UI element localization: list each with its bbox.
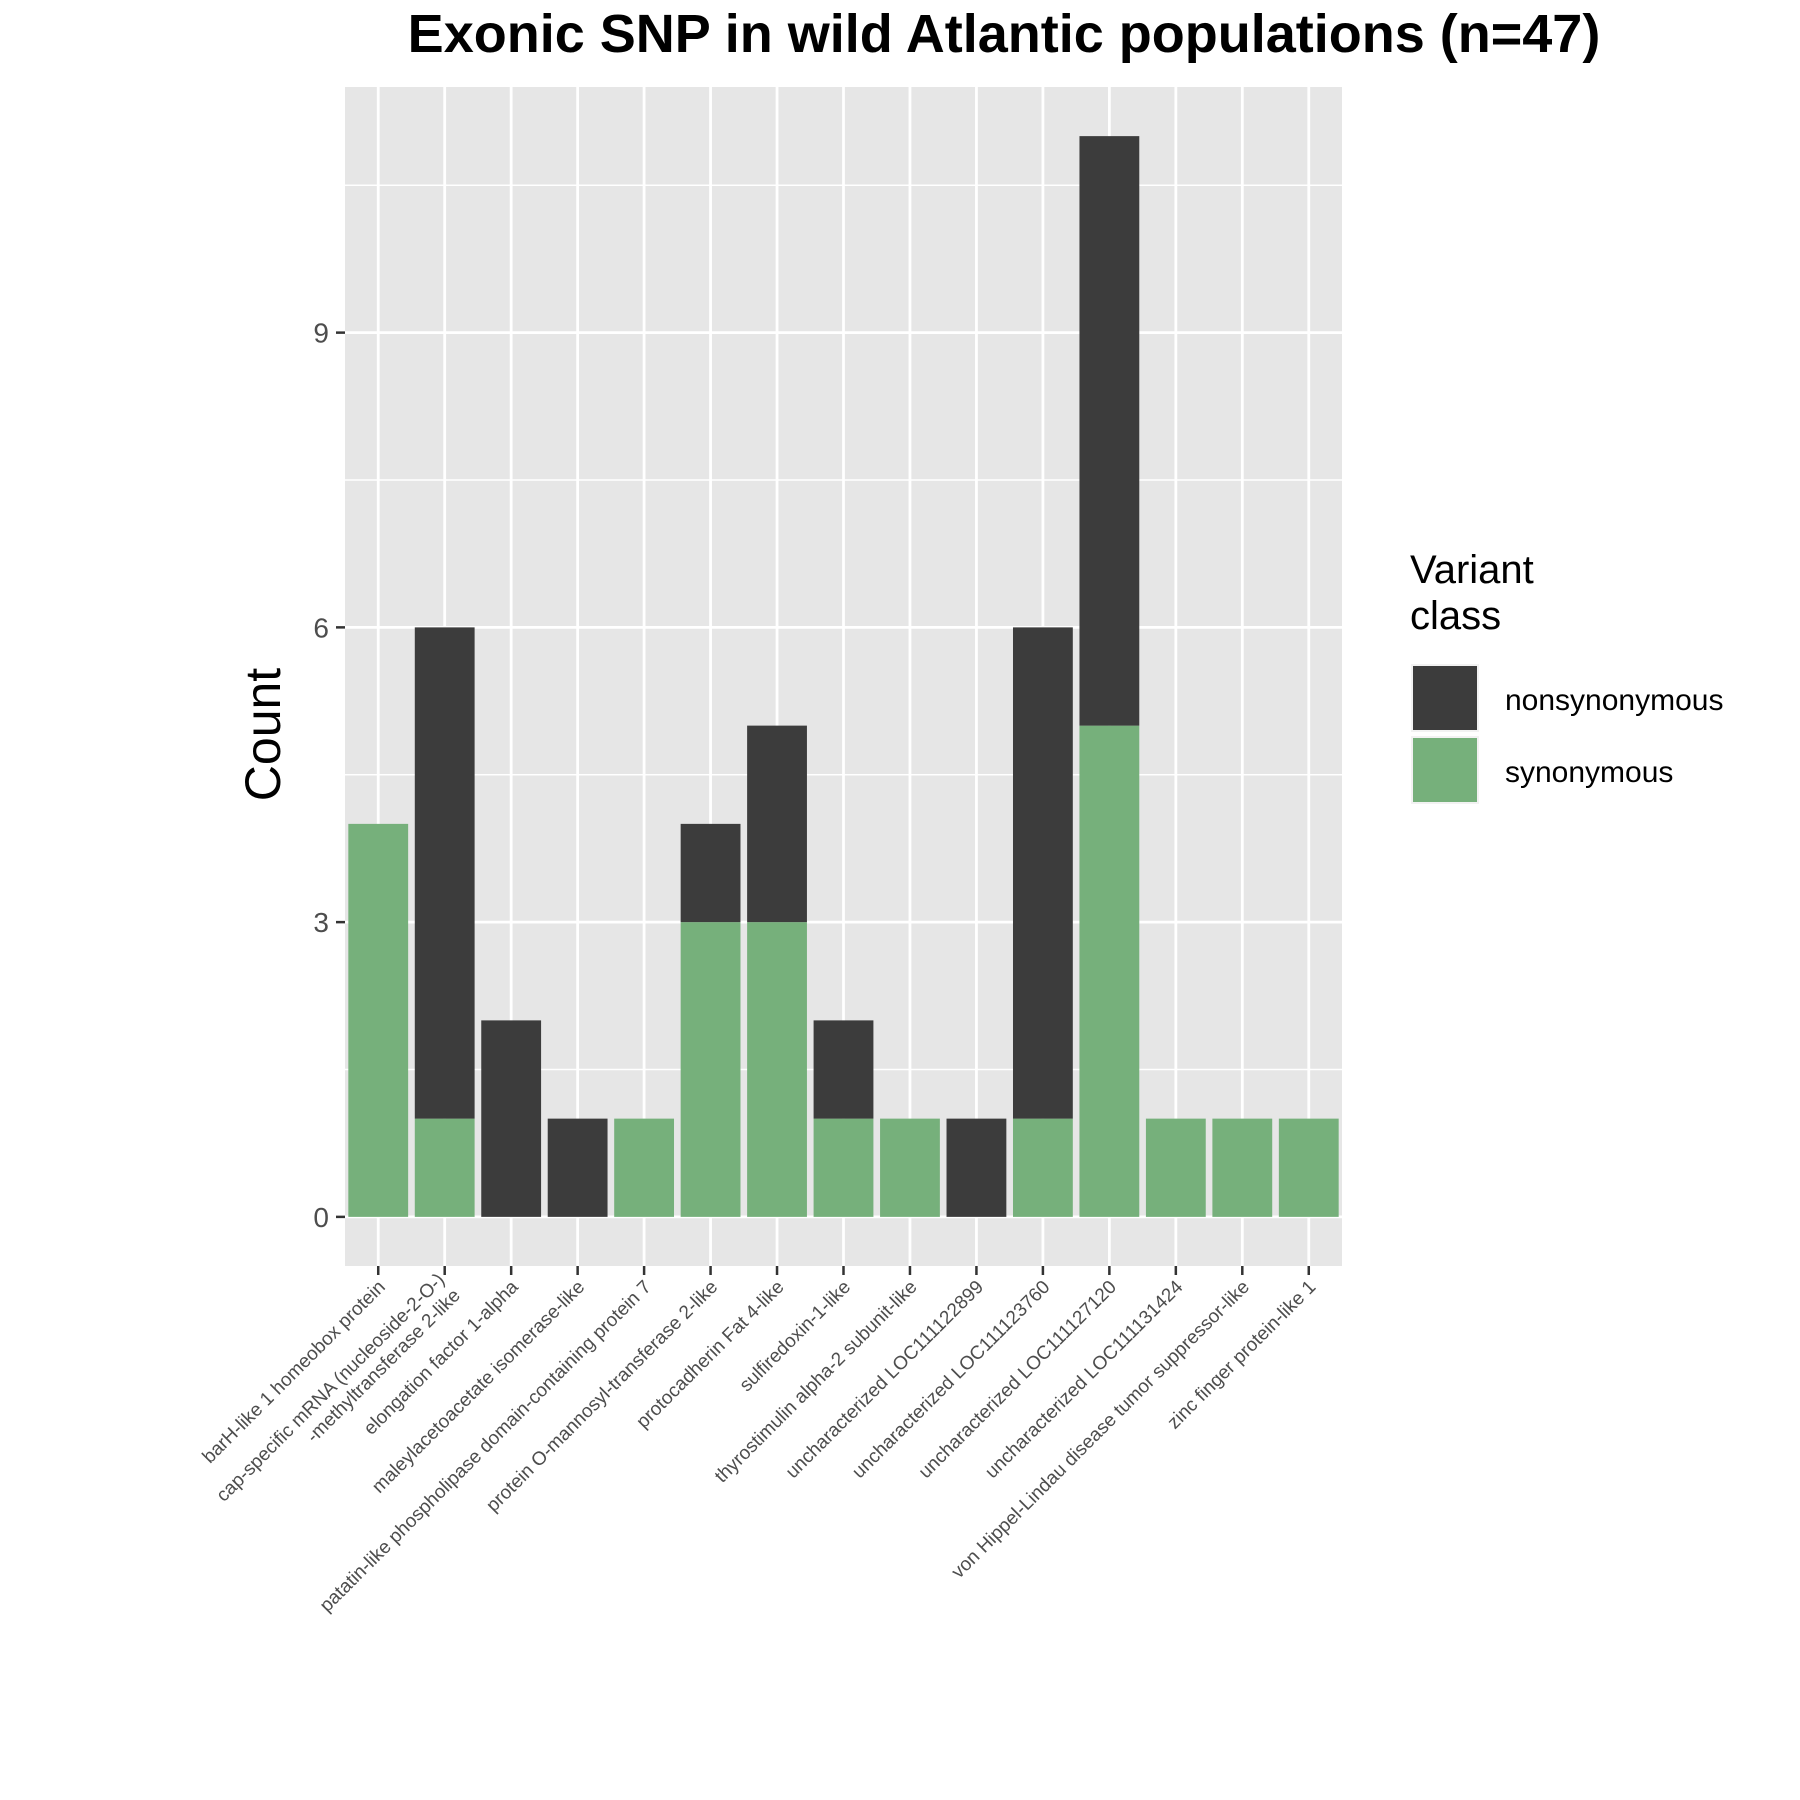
bar-nonsynonymous <box>481 1020 542 1217</box>
bar-nonsynonymous <box>747 725 807 923</box>
bar-nonsynonymous <box>813 1020 874 1119</box>
bar-synonymous <box>1212 1118 1273 1217</box>
bar-nonsynonymous <box>1012 627 1073 1119</box>
chart-title: Exonic SNP in wild Atlantic populations … <box>408 4 1601 64</box>
legend-swatch-synonymous <box>1413 738 1477 802</box>
x-axis: barH-like 1 homeobox proteincap-specific… <box>199 1266 1320 1616</box>
bar-synonymous <box>614 1118 675 1217</box>
x-tick-label: sulfiredoxin-1-like <box>736 1277 855 1396</box>
bar-synonymous <box>1012 1118 1073 1217</box>
bar-nonsynonymous <box>414 627 475 1119</box>
bar-synonymous <box>1145 1118 1206 1217</box>
bar-synonymous <box>880 1118 940 1217</box>
y-tick-label: 0 <box>313 1202 329 1233</box>
legend-label-synonymous: synonymous <box>1505 756 1673 789</box>
bar-synonymous <box>348 823 409 1217</box>
bar-synonymous <box>1278 1118 1339 1217</box>
bar-nonsynonymous <box>1079 136 1140 726</box>
bar-synonymous <box>1079 725 1140 1217</box>
bar-synonymous <box>414 1118 475 1217</box>
legend-label-nonsynonymous: nonsynonymous <box>1505 684 1723 717</box>
bar-nonsynonymous <box>547 1118 608 1217</box>
y-tick-label: 9 <box>313 318 329 349</box>
bar-synonymous <box>680 922 741 1217</box>
x-tick-label: protein O-mannosyl-transferase 2-like <box>482 1277 722 1517</box>
y-tick-label: 3 <box>313 907 329 938</box>
y-axis: 0 3 6 9 <box>313 318 345 1233</box>
x-tick-label: cap-specific mRNA (nucleoside-2-O-)-meth… <box>213 1270 465 1522</box>
bar-synonymous <box>813 1118 874 1217</box>
legend-title: Variant <box>1410 548 1534 592</box>
legend-swatch-nonsynonymous <box>1413 666 1477 730</box>
y-tick-label: 6 <box>313 612 329 643</box>
bar-nonsynonymous <box>680 823 741 923</box>
bars <box>348 136 1339 1217</box>
legend-title: class <box>1410 594 1501 638</box>
bar-synonymous <box>747 922 807 1217</box>
y-axis-title: Count <box>235 668 291 802</box>
bar-nonsynonymous <box>946 1118 1007 1217</box>
